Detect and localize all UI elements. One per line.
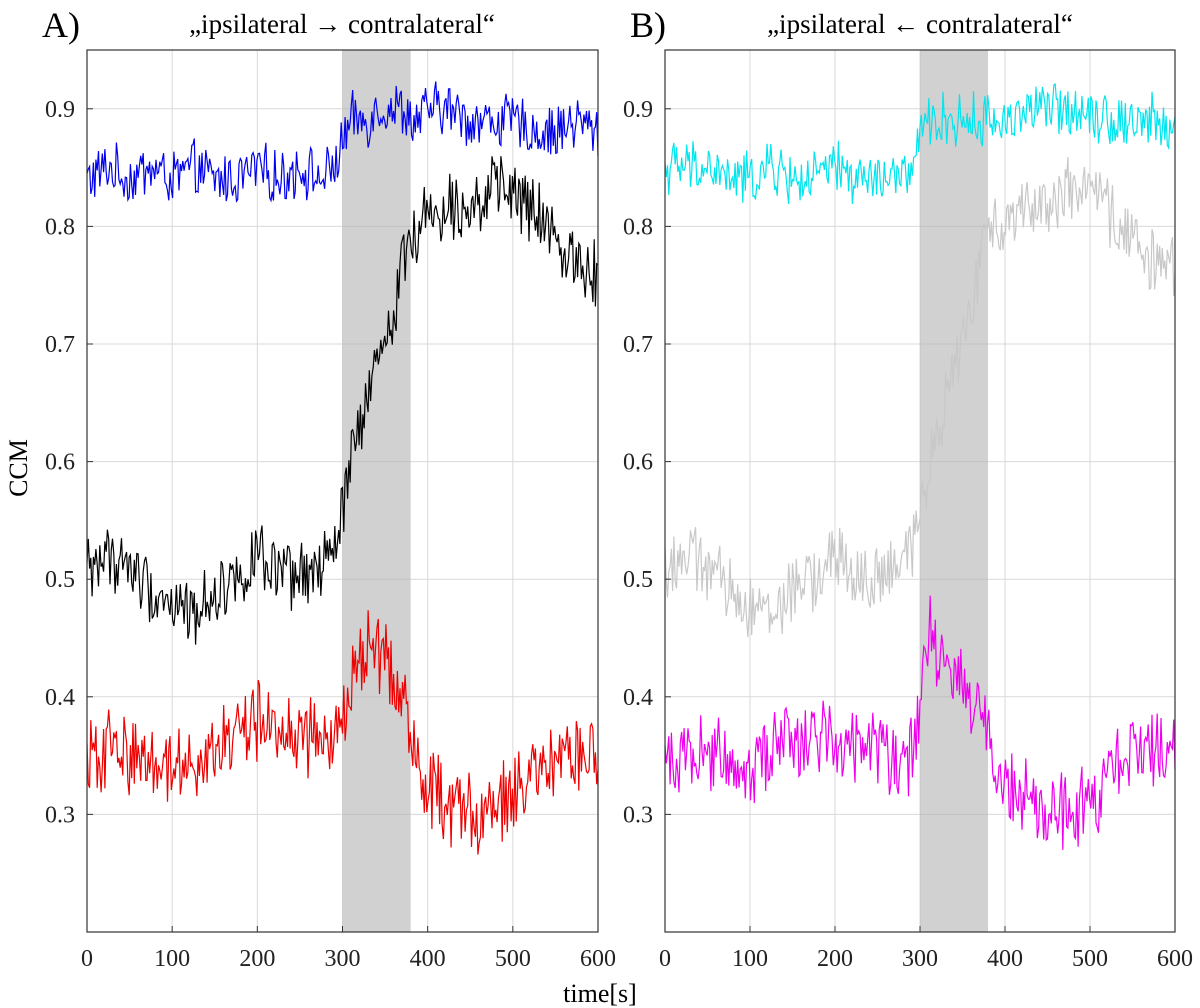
- series-line-b-2: [664, 156, 1176, 638]
- x-tick-label: 100: [154, 946, 190, 972]
- y-tick-label: 0.4: [45, 685, 75, 711]
- y-tick-label: 0.7: [623, 332, 653, 358]
- series-line-b-3: [664, 595, 1176, 850]
- x-tick-label: 400: [410, 946, 446, 972]
- series-line-b-1: [664, 82, 1176, 204]
- x-ticks-a: 0 100 200 300 400 500 600: [81, 926, 616, 972]
- series-line-a-2: [86, 156, 599, 645]
- x-tick-label: 500: [1072, 946, 1108, 972]
- panel-label-a: A): [42, 5, 80, 45]
- x-tick-label: 300: [325, 946, 361, 972]
- x-tick-label: 600: [580, 946, 616, 972]
- x-tick-label: 0: [659, 946, 671, 972]
- y-ticks-b: 0.3 0.4 0.5 0.6 0.7 0.8 0.9: [623, 97, 671, 828]
- y-tick-label: 0.9: [45, 97, 75, 123]
- y-tick-label: 0.9: [623, 97, 653, 123]
- y-tick-label: 0.8: [623, 214, 653, 240]
- panel-b: 0 100 200 300 400 500 600 0.30.40.50.60.70.80.…: [623, 5, 1193, 972]
- panel-a: 0 100 200 300 400 500 600 0.30.40.50.60.70.80.…: [42, 5, 616, 972]
- panel-title-b: „ipsilateral ← contralateral“: [767, 9, 1073, 39]
- y-tick-label: 0.8: [45, 214, 75, 240]
- y-tick-label: 0.3: [623, 802, 653, 828]
- x-tick-label: 0: [81, 946, 93, 972]
- panel-title-a: „ipsilateral → contralateral“: [189, 9, 495, 39]
- x-tick-label: 100: [732, 946, 768, 972]
- stimulation-shade-a: [342, 50, 411, 932]
- x-tick-label: 400: [987, 946, 1023, 972]
- y-tick-label: 0.7: [45, 332, 75, 358]
- x-ticks-b: 0 100 200 300 400 500 600: [659, 926, 1193, 972]
- stimulation-shade-b: [920, 50, 988, 932]
- y-ticks-a: 0.3 0.4 0.5 0.6 0.7 0.8 0.9: [45, 97, 93, 828]
- y-tick-label: 0.5: [623, 567, 653, 593]
- x-tick-label: 200: [817, 946, 853, 972]
- series-group-a: [86, 81, 599, 855]
- series-line-a-3: [86, 610, 599, 855]
- x-axis-label: time[s]: [563, 979, 637, 1008]
- y-tick-label: 0.5: [45, 567, 75, 593]
- y-tick-label: 0.3: [45, 802, 75, 828]
- x-tick-label: 300: [902, 946, 938, 972]
- y-tick-label: 0.6: [45, 450, 75, 476]
- y-tick-label: 0.6: [623, 450, 653, 476]
- y-tick-label: 0.4: [623, 685, 653, 711]
- y-axis-label: CCM: [4, 439, 33, 497]
- series-line-a-1: [86, 81, 599, 203]
- x-tick-label: 200: [239, 946, 275, 972]
- series-group-b: [664, 82, 1176, 850]
- x-tick-label: 500: [495, 946, 531, 972]
- panel-label-b: B): [630, 5, 666, 45]
- x-tick-label: 600: [1157, 946, 1193, 972]
